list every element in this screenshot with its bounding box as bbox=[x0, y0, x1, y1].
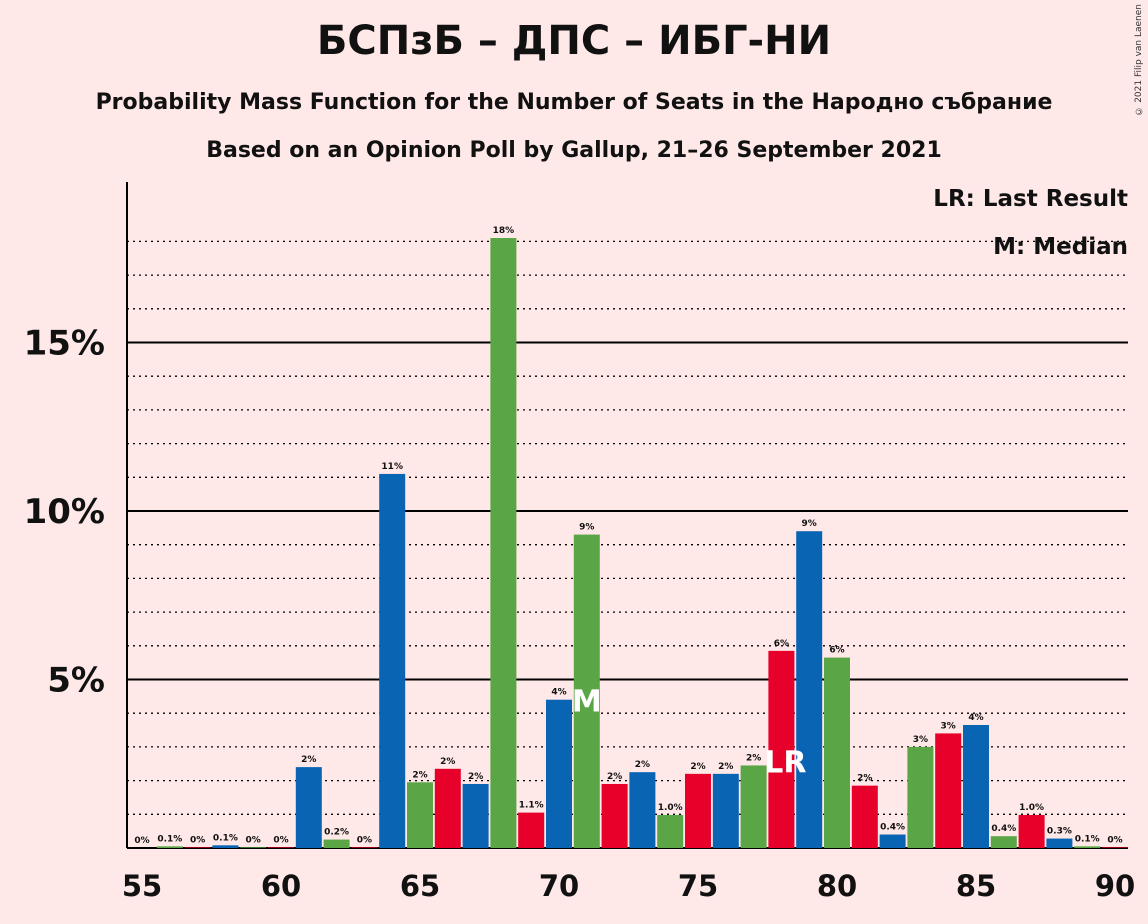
bar-value-label: 2% bbox=[440, 757, 455, 767]
bar-value-label: 2% bbox=[301, 755, 316, 765]
bar bbox=[212, 845, 239, 848]
chart-title: БСПзБ – ДПС – ИБГ-НИ bbox=[316, 18, 832, 64]
legend-median: M: Median bbox=[993, 234, 1128, 260]
bar bbox=[462, 783, 489, 848]
bar-value-label: 2% bbox=[857, 774, 872, 784]
y-tick-label: 10% bbox=[24, 492, 105, 532]
bar-value-label: 2% bbox=[746, 753, 761, 763]
bar bbox=[240, 847, 267, 848]
bar bbox=[685, 773, 711, 848]
bar bbox=[490, 238, 517, 848]
bar bbox=[712, 773, 739, 848]
x-tick-label: 80 bbox=[817, 869, 857, 903]
bar bbox=[879, 834, 906, 848]
bar-value-label: 9% bbox=[579, 523, 594, 533]
bar-value-label: 0.1% bbox=[157, 834, 182, 844]
bar bbox=[434, 768, 461, 848]
bar bbox=[768, 650, 795, 848]
bar-value-label: 2% bbox=[607, 772, 622, 782]
bar-value-label: 2% bbox=[718, 762, 733, 772]
bar bbox=[184, 847, 211, 848]
bar-value-label: 2% bbox=[412, 770, 427, 780]
bar bbox=[379, 473, 406, 848]
x-tick-label: 55 bbox=[122, 869, 162, 903]
bar-value-label: 6% bbox=[829, 646, 844, 656]
y-tick-label: 5% bbox=[47, 661, 105, 701]
bar bbox=[351, 847, 378, 848]
bar-value-label: 0.1% bbox=[1075, 834, 1100, 844]
bar bbox=[601, 783, 628, 848]
bar bbox=[629, 772, 656, 848]
bar-value-label: 0% bbox=[273, 835, 288, 845]
bar bbox=[323, 839, 350, 848]
bar bbox=[546, 699, 572, 848]
x-tick-label: 90 bbox=[1095, 869, 1135, 903]
x-tick-label: 70 bbox=[539, 869, 579, 903]
bar bbox=[295, 767, 322, 848]
bar bbox=[963, 724, 989, 848]
bar-value-label: 9% bbox=[802, 519, 817, 529]
bar-value-label: 6% bbox=[774, 639, 789, 649]
bar bbox=[990, 836, 1017, 848]
bar-value-label: 0.4% bbox=[991, 824, 1016, 834]
bar-value-label: 0% bbox=[246, 835, 261, 845]
bar-value-label: 0.1% bbox=[213, 833, 238, 843]
x-tick-label: 65 bbox=[400, 869, 440, 903]
median-marker: M bbox=[572, 685, 602, 720]
x-tick-label: 75 bbox=[678, 869, 718, 903]
bar bbox=[1046, 838, 1073, 848]
bar-value-label: 11% bbox=[381, 462, 403, 472]
bar bbox=[156, 846, 183, 848]
bar bbox=[935, 733, 962, 848]
legend-last-result: LR: Last Result bbox=[933, 186, 1128, 212]
bar-value-label: 4% bbox=[551, 688, 566, 698]
bar-value-label: 0% bbox=[134, 836, 149, 846]
last-result-marker: LR bbox=[764, 745, 806, 780]
chart-source-line: Based on an Opinion Poll by Gallup, 21–2… bbox=[206, 138, 942, 163]
bar bbox=[268, 847, 294, 848]
bar bbox=[657, 814, 684, 848]
bar bbox=[740, 765, 767, 848]
bar bbox=[851, 785, 878, 848]
bar bbox=[796, 531, 823, 848]
bar-value-label: 1.1% bbox=[519, 801, 544, 811]
bar-value-label: 0% bbox=[357, 835, 372, 845]
bar-value-label: 2% bbox=[690, 762, 705, 772]
bar-value-label: 3% bbox=[941, 721, 956, 731]
bar bbox=[518, 812, 545, 848]
bar-value-label: 0.4% bbox=[880, 823, 905, 833]
bar-value-label: 0.2% bbox=[324, 828, 349, 838]
bar-value-label: 18% bbox=[493, 226, 515, 236]
bar bbox=[1102, 847, 1128, 848]
bar bbox=[573, 534, 600, 848]
x-tick-label: 85 bbox=[956, 869, 996, 903]
bar-value-label: 2% bbox=[635, 760, 650, 770]
chart-subtitle: Probability Mass Function for the Number… bbox=[95, 90, 1053, 115]
bar-value-label: 2% bbox=[468, 772, 483, 782]
bar-value-label: 3% bbox=[913, 735, 928, 745]
bar bbox=[1018, 814, 1045, 848]
y-tick-label: 15% bbox=[24, 324, 105, 364]
bar-value-label: 1.0% bbox=[658, 803, 683, 813]
bar-value-label: 0.3% bbox=[1047, 827, 1072, 837]
bar bbox=[907, 746, 934, 848]
bar-value-label: 4% bbox=[968, 713, 983, 723]
bar-value-label: 0% bbox=[190, 835, 205, 845]
bar bbox=[824, 657, 850, 848]
bar bbox=[1074, 846, 1101, 848]
bar bbox=[407, 782, 433, 848]
x-tick-label: 60 bbox=[261, 869, 301, 903]
bar-value-label: 0% bbox=[1107, 835, 1122, 845]
bar-value-label: 1.0% bbox=[1019, 803, 1044, 813]
